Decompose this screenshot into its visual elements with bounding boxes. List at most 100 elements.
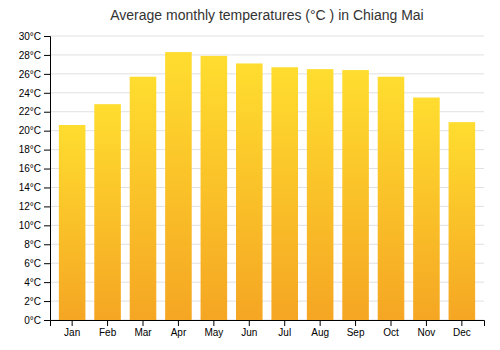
x-tick-mark: [213, 320, 214, 326]
x-tick-mark: [72, 320, 73, 326]
x-tick-label: Aug: [311, 327, 329, 338]
x-tick-mark: [249, 320, 250, 326]
x-tick-label: Dec: [453, 327, 471, 338]
x-tick-label: Oct: [383, 327, 399, 338]
bar: [201, 56, 228, 320]
x-tick-label: Mar: [134, 327, 152, 338]
y-tick-mark: [44, 244, 50, 245]
x-tick-label: Jan: [64, 327, 80, 338]
y-tick-label: 0°C: [24, 315, 41, 326]
x-tick-label: Apr: [171, 327, 187, 338]
y-tick-mark: [44, 187, 50, 188]
x-tick-label: Sep: [347, 327, 365, 338]
y-tick-mark: [44, 55, 50, 56]
y-tick-mark: [44, 93, 50, 94]
y-tick: 30°C: [19, 31, 50, 42]
x-tick: Oct: [383, 320, 399, 338]
y-tick-mark: [44, 131, 50, 132]
y-tick-mark: [44, 74, 50, 75]
y-tick: 18°C: [19, 144, 50, 155]
y-tick-label: 26°C: [19, 69, 41, 80]
y-tick-mark: [44, 169, 50, 170]
y-tick-label: 6°C: [24, 258, 41, 269]
grid-line: [50, 92, 484, 93]
bar: [59, 125, 86, 320]
bar: [449, 122, 476, 320]
y-tick-label: 14°C: [19, 182, 41, 193]
y-tick-mark: [44, 112, 50, 113]
x-tick-mark: [284, 320, 285, 326]
y-tick-mark: [44, 282, 50, 283]
x-tick-label: Feb: [99, 327, 117, 338]
x-axis-line: [51, 321, 485, 327]
y-tick-label: 20°C: [19, 125, 41, 136]
x-tick-mark: [178, 320, 179, 326]
y-tick-mark: [44, 320, 50, 321]
y-tick-label: 22°C: [19, 106, 41, 117]
bar: [130, 77, 157, 320]
grid-line: [50, 36, 484, 37]
bar: [271, 67, 298, 320]
bar: [236, 63, 263, 320]
x-tick-mark: [107, 320, 108, 326]
bars: [59, 52, 475, 320]
x-tick-mark: [391, 320, 392, 326]
x-tick-label: Jun: [241, 327, 257, 338]
x-tick-mark: [461, 320, 462, 326]
x-tick-mark: [320, 320, 321, 326]
x-tick-mark: [355, 320, 356, 326]
x-tick-mark: [426, 320, 427, 326]
y-tick: 28°C: [19, 50, 50, 61]
x-axis: JanFebMarAprMayJunJulAugSepOctNovDec: [51, 320, 485, 338]
y-tick: 0°C: [24, 315, 50, 326]
x-tick-label: Nov: [418, 327, 436, 338]
x-tick: Feb: [99, 320, 117, 338]
bar: [165, 52, 192, 320]
y-tick-label: 12°C: [19, 201, 41, 212]
y-tick-label: 16°C: [19, 163, 41, 174]
grid-line: [50, 73, 484, 74]
y-tick-mark: [44, 263, 50, 264]
bar: [378, 77, 405, 320]
x-tick: Apr: [171, 320, 187, 338]
title: Average monthly temperatures (°C ) in Ch…: [110, 7, 423, 23]
y-tick-mark: [44, 301, 50, 302]
x-tick: May: [204, 320, 223, 338]
bar: [342, 70, 369, 320]
x-tick: Nov: [418, 320, 436, 338]
x-tick: Mar: [134, 320, 152, 338]
y-tick-label: 10°C: [19, 220, 41, 231]
y-tick-mark: [44, 36, 50, 37]
y-tick: 6°C: [24, 258, 50, 269]
y-axis: 0°C 2°C 4°C 6°C 8°C 10°C 12°C 14°C 16°C 18°C 20°C 2…: [19, 31, 51, 326]
y-tick: 14°C: [19, 182, 50, 193]
y-tick: 10°C: [19, 220, 50, 231]
y-tick: 2°C: [24, 296, 50, 307]
x-tick: Sep: [347, 320, 365, 338]
grid-line: [50, 54, 484, 55]
y-tick-label: 4°C: [24, 277, 41, 288]
y-tick-label: 30°C: [19, 31, 41, 42]
y-tick-label: 24°C: [19, 88, 41, 99]
y-tick: 16°C: [19, 163, 50, 174]
bar: [413, 98, 440, 320]
y-tick: 8°C: [24, 239, 50, 250]
y-tick: 4°C: [24, 277, 50, 288]
y-tick: 22°C: [19, 106, 50, 117]
x-tick-label: May: [204, 327, 223, 338]
x-tick-mark: [143, 320, 144, 326]
bar: [94, 104, 121, 320]
y-tick: 26°C: [19, 69, 50, 80]
bar: [307, 69, 334, 320]
y-tick-label: 2°C: [24, 296, 41, 307]
x-tick: Jun: [241, 320, 257, 338]
y-tick-mark: [44, 150, 50, 151]
x-tick: Aug: [311, 320, 329, 338]
y-tick: 12°C: [19, 201, 50, 212]
y-tick-label: 28°C: [19, 50, 41, 61]
y-tick-mark: [44, 225, 50, 226]
x-tick: Jan: [64, 320, 80, 338]
grid: [50, 36, 484, 320]
x-tick: Dec: [453, 320, 471, 338]
chart: 0°C 2°C 4°C 6°C 8°C 10°C 12°C 14°C 16°C 18°C 20°C 2…: [0, 0, 500, 350]
